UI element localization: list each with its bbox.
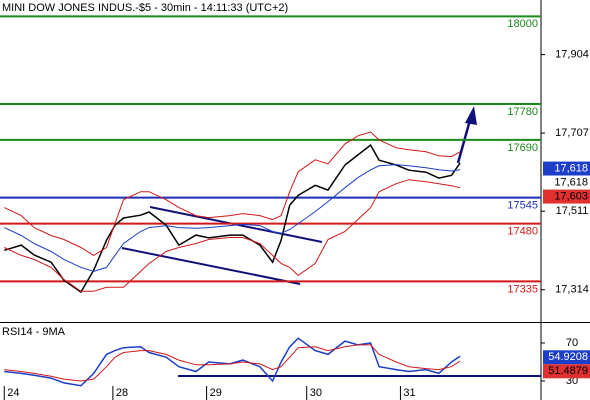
series-line: [4, 179, 461, 292]
series-line: [4, 344, 461, 382]
price-label: 17,603: [554, 190, 588, 202]
y-tick-label: 17,904: [555, 49, 589, 61]
price-label: 17,618: [554, 162, 588, 174]
chart-title: MINI DOW JONES INDUS.-$5 - 30min - 14:11…: [2, 2, 288, 14]
series-line: [4, 337, 461, 387]
price-label: 17,618: [554, 176, 588, 188]
level-label: 17780: [507, 106, 538, 118]
y-tick-label: 70: [566, 337, 578, 349]
level-label: 17690: [507, 142, 538, 154]
x-tick-label: 29: [210, 387, 222, 399]
price-label-box: [543, 161, 590, 176]
y-tick-label: 17,314: [555, 284, 589, 296]
y-tick-label: 17,707: [555, 127, 589, 139]
rsi-title: RSI14 - 9MA: [2, 326, 66, 338]
series-line: [4, 131, 461, 256]
x-tick-label: 28: [116, 387, 128, 399]
x-tick-label: 24: [7, 387, 19, 399]
price-label: 54.9208: [548, 351, 588, 363]
trend-line: [121, 247, 301, 285]
x-tick-label: 31: [403, 387, 415, 399]
price-label-box: [543, 350, 590, 365]
level-label: 17335: [507, 283, 538, 295]
price-label-box: [543, 189, 590, 204]
level-label: 17480: [507, 225, 538, 237]
level-label: 17545: [507, 200, 538, 212]
arrow-line: [456, 119, 472, 164]
series-line: [4, 164, 461, 272]
price-label-box: [543, 364, 590, 379]
level-label: 18000: [507, 18, 538, 30]
arrow-head: [465, 106, 477, 125]
price-label: 51.4879: [548, 365, 588, 377]
price-label-box: [543, 175, 590, 190]
x-tick-label: 30: [310, 387, 322, 399]
series-line: [4, 143, 461, 294]
y-tick-label: 17,511: [556, 205, 589, 217]
